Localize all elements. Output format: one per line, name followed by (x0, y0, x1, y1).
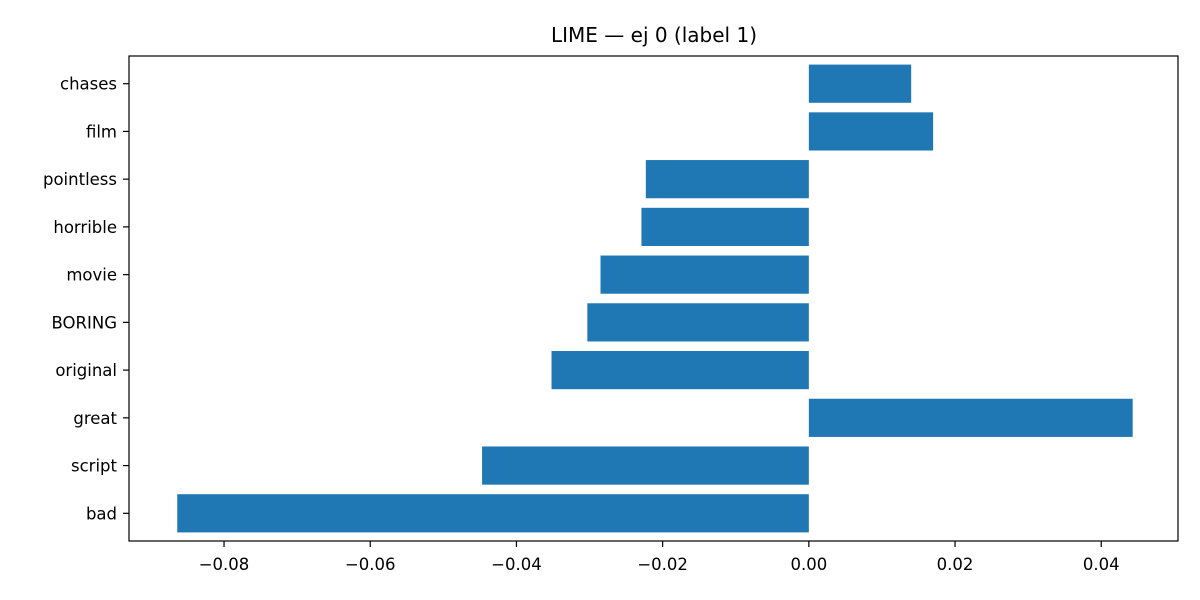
y-tick-label: film (86, 122, 117, 141)
y-tick-label: horrible (53, 218, 117, 237)
y-axis-ticks: chases film pointless horrible movie BORING or… (43, 75, 129, 523)
plot-area-frame (128, 55, 1179, 542)
y-tick-label: chases (60, 75, 117, 94)
bar-chases (808, 64, 912, 103)
bar-script (482, 446, 809, 485)
bar-pointless (645, 160, 809, 199)
x-tick-label: −0.06 (345, 555, 396, 574)
x-tick-label: −0.08 (199, 555, 250, 574)
bar-horrible (641, 207, 809, 246)
bar-great (808, 398, 1133, 437)
bar-bad (177, 494, 809, 533)
x-tick-label: 0.04 (1083, 555, 1120, 574)
bar-original (551, 351, 809, 390)
y-tick-label: movie (66, 266, 117, 285)
y-tick-label: original (55, 361, 117, 380)
x-axis-ticks: −0.08 −0.06 −0.04 −0.02 0.00 0.02 0.04 (199, 541, 1120, 574)
bar-film (808, 112, 934, 151)
x-tick-label: −0.02 (637, 555, 688, 574)
bar-boring (587, 303, 809, 342)
y-tick-label: great (73, 409, 117, 428)
x-tick-label: 0.00 (790, 555, 827, 574)
y-tick-label: script (71, 457, 118, 476)
x-tick-label: −0.04 (491, 555, 542, 574)
y-tick-label: BORING (52, 313, 117, 332)
x-tick-label: 0.02 (937, 555, 974, 574)
y-tick-label: pointless (43, 170, 117, 189)
chart-title: LIME — ej 0 (label 1) (551, 23, 757, 47)
y-tick-label: bad (86, 504, 117, 523)
bar-movie (600, 255, 809, 294)
bars-group (177, 64, 1133, 533)
